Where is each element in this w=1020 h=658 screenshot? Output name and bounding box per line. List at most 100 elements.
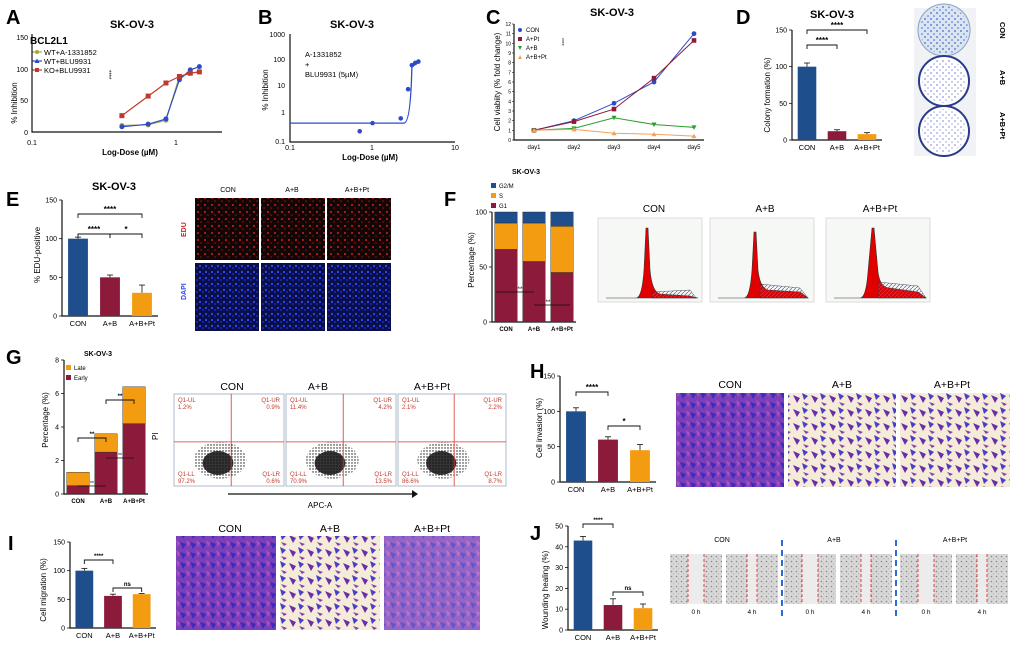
bar (75, 570, 94, 628)
sig-bracket (612, 591, 644, 596)
sig-label: **** (104, 205, 117, 214)
data-point (651, 79, 657, 85)
sig-bracket (105, 399, 135, 404)
tick-label: 50 (49, 275, 57, 282)
legend-label: G2/M (499, 184, 514, 190)
tick: 50 (20, 98, 28, 105)
bar-segment (94, 451, 118, 495)
category-label: A+B+Pt (123, 499, 145, 505)
quadrant-value: 8.7% (488, 479, 502, 485)
tick: 10 (451, 145, 459, 152)
bar (132, 594, 151, 628)
panel-g: G SK-OV-3 Percentage (%) Late Early CON A… (6, 347, 507, 510)
quadrant-value: 1.2% (178, 405, 192, 411)
panel-a-sig: **** (105, 70, 111, 80)
quadrant-name: Q1-UL (402, 398, 420, 404)
dapi-image (261, 263, 325, 331)
data-point (651, 131, 657, 137)
tick-label: 3 (508, 109, 511, 115)
data-point (119, 124, 125, 130)
data-point (611, 106, 617, 112)
data-point (611, 100, 617, 106)
sig-bracket (806, 29, 868, 34)
tick-label: 0 (483, 320, 487, 327)
quadrant-value: 86.6% (402, 479, 420, 485)
data-point (145, 121, 151, 127)
bar (827, 131, 847, 140)
data-point (196, 64, 202, 70)
panel-b-plot (289, 34, 455, 143)
photo-title: CON (718, 379, 741, 391)
tick-label: 10 (555, 607, 563, 614)
panel-h-ylabel: Cell invasion (%) (535, 398, 544, 458)
panel-letter-d: D (736, 7, 750, 29)
flow-title: A+B+Pt (414, 381, 450, 393)
bar-segment (494, 222, 518, 250)
tick: 150 (16, 35, 28, 42)
edu-image (327, 198, 391, 260)
time-label: 0 h (691, 609, 700, 616)
panel-i-photos: CON A+B A+B+Pt (176, 523, 480, 630)
sig-label: ** (118, 394, 123, 400)
colony-label: A+B (998, 70, 1007, 86)
tick-label: day2 (567, 145, 581, 151)
tick-label: 1 (508, 128, 511, 134)
photo-title: A+B+Pt (414, 523, 450, 535)
panel-e: E SK-OV-3 % EDU-positive CON A+B A+B+Pt 0 50… (6, 181, 391, 331)
panel-letter-e: E (6, 189, 19, 211)
tick-label: day1 (527, 145, 541, 151)
legend-label: Late (74, 366, 86, 372)
tick-label: 150 (45, 198, 57, 205)
tick-label: 0 (508, 138, 511, 144)
tick-label: 0 (551, 480, 555, 487)
tick-label: 8 (55, 358, 59, 365)
panel-b-note: + (305, 60, 310, 69)
flow-title: CON (220, 381, 243, 393)
panel-c-ylabel: Cell viabiity (% fold change) (493, 32, 502, 131)
sig-label: **** (88, 225, 101, 234)
panel-d-plot: CON A+B A+B+Pt 0 50 100 150 ******** (775, 21, 882, 152)
quadrant-value: 13.5% (375, 479, 393, 485)
data-point (691, 133, 697, 139)
panel-i-ylabel: Cell migration (%) (39, 558, 48, 622)
panel-g-ylabel: Percentage (%) (41, 392, 50, 448)
quadrant-value: 11.4% (290, 405, 307, 411)
dapi-image (195, 263, 259, 331)
panel-b: B SK-OV-3 % Inhibition Log-Dose (µM) 0.1… (258, 7, 459, 162)
tick: 1 (174, 140, 178, 147)
bar-segment (494, 249, 518, 323)
histogram (709, 217, 815, 303)
sig-bracket (77, 233, 111, 238)
bar (68, 238, 88, 316)
data-point (416, 59, 421, 64)
panel-d: D SK-OV-3 Colony formation (%) CON A+B A+B… (736, 3, 1007, 157)
photo-title: A+B (827, 537, 841, 544)
sig-label: **** (816, 36, 829, 45)
photo-title: CON (218, 523, 241, 535)
panel-g-flow: CON A+B A+B+Pt PI APC-A Q1-UL1.2%Q1-UR0.… (151, 381, 507, 510)
bar (132, 292, 152, 316)
data-point (176, 73, 182, 79)
series-line (121, 71, 200, 127)
bar (630, 450, 650, 482)
quadrant-value: 2.1% (402, 405, 416, 411)
tick-label: 2 (55, 458, 59, 465)
category-label: CON (499, 327, 512, 333)
sig-label: ns (624, 586, 632, 592)
panel-letter-h: H (530, 361, 544, 383)
tick-label: 0 (559, 628, 563, 635)
panel-j-photos: CON A+B A+B+Pt 0 h 4 h 0 h 4 h 0 h 4 h (670, 537, 1008, 616)
data-point (398, 116, 404, 121)
sig-bracket (575, 391, 609, 396)
tick-label: day5 (687, 145, 701, 151)
sig-label: ns (124, 582, 132, 588)
panel-d-colony-photos: CON A+B A+B+Pt (914, 3, 1007, 157)
legend-label: S (499, 194, 503, 200)
flow-core (202, 451, 234, 475)
category-label: A+B+Pt (129, 631, 156, 640)
edu-col-label: CON (220, 187, 236, 194)
category-label: A+B (528, 327, 541, 333)
wound-gap (977, 554, 987, 604)
tick-label: 0 (55, 492, 59, 499)
